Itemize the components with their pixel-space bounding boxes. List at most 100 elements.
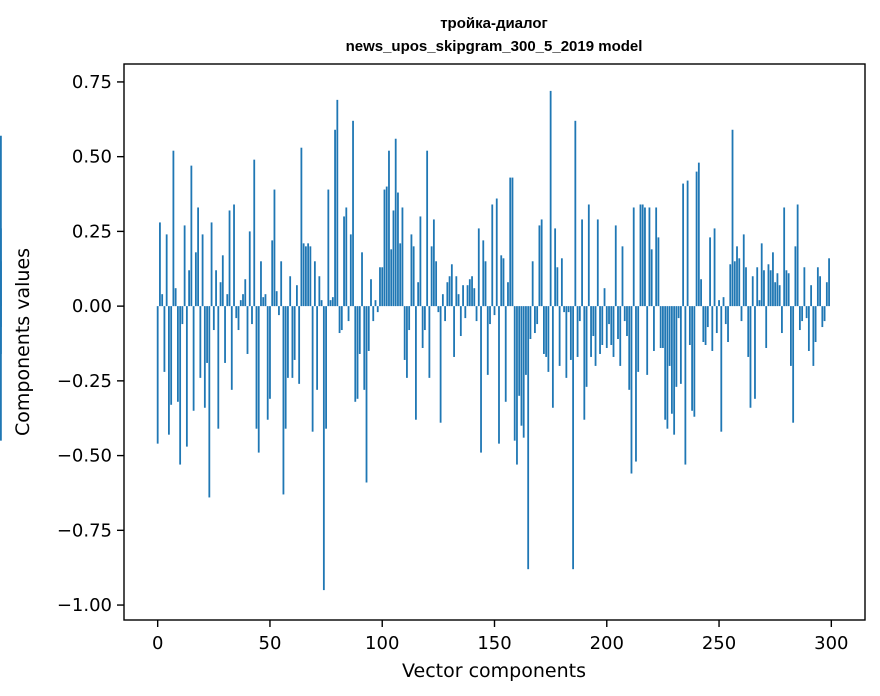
- bar: [756, 267, 759, 307]
- bar: [403, 306, 406, 360]
- bar: [765, 306, 768, 348]
- bar: [662, 306, 664, 348]
- bar: [423, 306, 426, 331]
- y-axis-label: Components values: [12, 248, 34, 436]
- bar: [581, 219, 583, 307]
- bar: [210, 222, 213, 307]
- bar: [255, 306, 258, 429]
- bar: [758, 300, 761, 307]
- bar: [684, 306, 687, 465]
- bar: [296, 285, 298, 307]
- x-axis-label: Vector components: [402, 660, 586, 682]
- bar: [648, 207, 651, 307]
- bar: [0, 306, 2, 354]
- bar: [655, 207, 658, 307]
- bar: [385, 186, 388, 307]
- bar: [516, 306, 518, 465]
- bar: [450, 264, 453, 307]
- bar: [428, 306, 431, 378]
- bar: [0, 135, 2, 307]
- bar: [159, 222, 161, 307]
- bar: [383, 189, 386, 307]
- bar: [331, 297, 334, 307]
- bar: [188, 270, 191, 307]
- bar: [462, 285, 464, 307]
- bar: [731, 129, 734, 307]
- bar: [610, 306, 613, 345]
- bar: [262, 297, 265, 307]
- bar: [466, 285, 469, 307]
- bar: [221, 255, 224, 307]
- y-tick-label: 0.50: [72, 147, 112, 168]
- bar: [307, 243, 310, 307]
- bar: [796, 204, 799, 307]
- bar: [464, 306, 467, 319]
- bar: [401, 207, 404, 307]
- bar: [507, 282, 509, 307]
- bar: [201, 234, 204, 307]
- bar: [520, 306, 523, 426]
- bar: [0, 306, 2, 441]
- bar: [825, 282, 828, 307]
- bar: [594, 306, 597, 366]
- bar: [477, 228, 480, 307]
- bar: [760, 243, 763, 307]
- bar: [190, 165, 193, 307]
- bar: [320, 300, 323, 307]
- bar: [376, 306, 379, 313]
- bar: [603, 288, 606, 307]
- bar: [475, 306, 478, 322]
- bar: [751, 276, 754, 307]
- bar: [406, 306, 408, 378]
- x-tick-label: 150: [477, 633, 511, 654]
- bar: [500, 255, 503, 307]
- bar: [437, 306, 440, 313]
- bar: [509, 177, 512, 307]
- bar: [287, 306, 289, 378]
- bar: [792, 306, 795, 423]
- bar: [248, 231, 251, 307]
- bar: [554, 228, 557, 307]
- bar: [291, 306, 294, 378]
- bar: [646, 306, 649, 375]
- bar: [316, 306, 319, 390]
- bar: [504, 306, 507, 402]
- bar: [587, 204, 590, 307]
- bar: [790, 306, 792, 366]
- bar: [749, 306, 752, 408]
- bar: [560, 258, 563, 307]
- bar: [242, 294, 244, 307]
- bar: [617, 306, 619, 340]
- bar: [630, 306, 633, 474]
- bar: [798, 306, 801, 331]
- bar: [807, 306, 810, 351]
- bar: [823, 306, 826, 322]
- bar: [444, 306, 446, 322]
- bar: [794, 246, 797, 307]
- bar: [722, 297, 725, 307]
- bar: [289, 276, 292, 307]
- bar: [599, 306, 601, 354]
- bar: [415, 306, 417, 420]
- bar: [343, 216, 345, 307]
- bar: [668, 306, 671, 366]
- bar: [641, 204, 644, 307]
- bar: [300, 147, 303, 307]
- x-tick-label: 200: [590, 633, 624, 654]
- bar: [540, 219, 543, 307]
- bar: [742, 234, 745, 307]
- bar: [769, 270, 772, 307]
- bar: [498, 306, 500, 444]
- bar: [264, 294, 267, 307]
- bar: [619, 306, 622, 366]
- bar: [439, 306, 442, 423]
- bar: [381, 267, 384, 307]
- bar: [493, 306, 496, 316]
- bar: [356, 306, 359, 399]
- bar: [801, 306, 804, 322]
- bar: [700, 279, 702, 307]
- bar: [379, 267, 381, 307]
- bar: [590, 306, 592, 357]
- bar: [354, 306, 357, 402]
- bar: [601, 306, 604, 345]
